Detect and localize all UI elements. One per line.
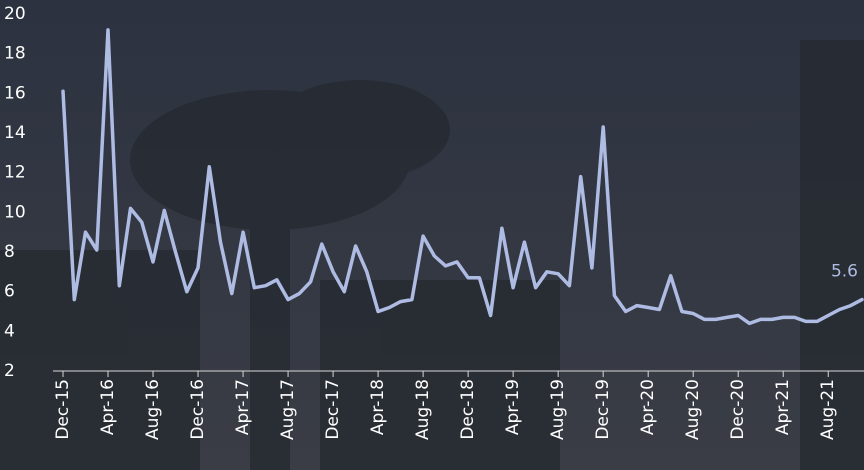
x-tick-label: Aug-21 xyxy=(818,379,838,440)
y-tick-label: 16 xyxy=(4,83,26,103)
y-tick-label: 14 xyxy=(4,123,26,143)
x-tick-label: Apr-19 xyxy=(503,379,523,435)
y-tick-label: 6 xyxy=(4,282,15,302)
background-photo xyxy=(0,40,864,470)
end-value-label: 5.6 xyxy=(831,262,858,282)
x-tick-label: Apr-17 xyxy=(233,379,253,435)
series-line xyxy=(61,28,864,326)
x-tick-label: Dec-16 xyxy=(188,379,208,440)
x-tick-label: Apr-18 xyxy=(368,379,388,435)
y-tick-label: 12 xyxy=(4,163,26,183)
x-tick-label: Aug-20 xyxy=(683,379,703,440)
y-tick-label: 10 xyxy=(4,202,26,222)
y-tick-label: 2 xyxy=(4,361,15,381)
x-tick-label: Dec-19 xyxy=(593,379,613,440)
x-tick-label: Aug-19 xyxy=(548,379,568,440)
x-tick-label: Aug-17 xyxy=(278,379,298,440)
x-tick-label: Dec-18 xyxy=(458,379,478,440)
y-tick-label: 18 xyxy=(4,44,26,64)
x-tick-label: Dec-15 xyxy=(53,379,73,440)
x-tick-label: Dec-17 xyxy=(323,379,343,440)
x-tick-label: Apr-21 xyxy=(773,379,793,435)
y-tick-label: 4 xyxy=(4,321,15,341)
x-tick-label: Apr-16 xyxy=(98,379,118,435)
x-tick-label: Aug-16 xyxy=(143,379,163,440)
y-tick-label: 20 xyxy=(4,4,26,24)
y-tick-label: 8 xyxy=(4,242,15,262)
x-tick-label: Apr-20 xyxy=(638,379,658,435)
x-tick-label: Dec-20 xyxy=(728,379,748,440)
x-tick-label: Aug-18 xyxy=(413,379,433,440)
